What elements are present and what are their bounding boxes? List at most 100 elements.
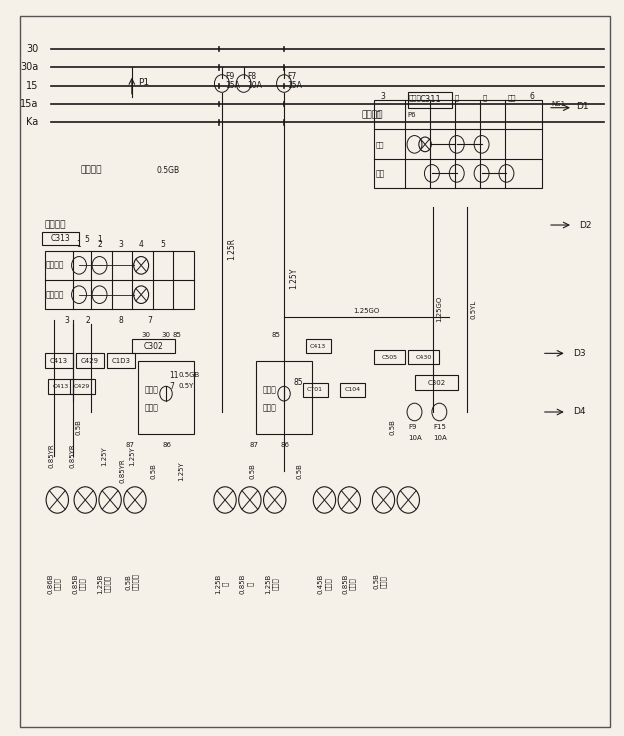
Text: 大灯: 大灯	[508, 95, 516, 102]
Bar	[414, 375, 458, 390]
Text: 7: 7	[147, 316, 152, 325]
Text: 0.5B
右小灯: 0.5B 右小灯	[374, 573, 387, 590]
Text: C302: C302	[427, 380, 446, 386]
Text: D1: D1	[576, 102, 588, 110]
Text: C104: C104	[344, 387, 361, 392]
Text: 0.45B
灯小灯: 0.45B 灯小灯	[318, 573, 331, 593]
Text: 87: 87	[250, 442, 259, 448]
Text: 后雾灯: 后雾灯	[144, 386, 158, 394]
Text: F9: F9	[225, 71, 234, 81]
Text: NS1: NS1	[551, 101, 565, 107]
Text: 1: 1	[77, 241, 81, 250]
Text: 0.86B
灯泡灯: 0.86B 灯泡灯	[47, 573, 61, 594]
Bar	[76, 353, 104, 368]
Text: D3: D3	[573, 349, 585, 358]
Text: 继电器: 继电器	[144, 404, 158, 413]
Text: 后雾灯开: 后雾灯开	[46, 290, 65, 299]
Text: 1.25R: 1.25R	[227, 238, 236, 260]
Text: 继电器: 继电器	[262, 404, 276, 413]
Text: F15: F15	[433, 424, 446, 430]
Text: 86: 86	[281, 442, 290, 448]
Bar	[256, 361, 312, 434]
Text: C413: C413	[310, 344, 326, 349]
Text: 3: 3	[381, 92, 385, 102]
Text: 0.85YR: 0.85YR	[70, 444, 76, 468]
Text: 1.25Y: 1.25Y	[101, 446, 107, 466]
Text: 2: 2	[85, 316, 90, 325]
Text: 0.5B: 0.5B	[150, 463, 157, 478]
Text: 1: 1	[98, 236, 102, 244]
Text: C302: C302	[144, 342, 163, 350]
Text: 10A: 10A	[433, 435, 447, 441]
Text: C429: C429	[74, 384, 90, 389]
Bar	[408, 91, 452, 107]
Text: 15: 15	[26, 81, 39, 91]
Bar	[107, 353, 135, 368]
Text: 30: 30	[162, 332, 171, 338]
Text: C311: C311	[419, 95, 441, 104]
Text: 电: 电	[455, 95, 459, 102]
Text: C413: C413	[52, 384, 69, 389]
Text: 小灯: 小灯	[376, 141, 384, 148]
Text: D2: D2	[579, 221, 592, 230]
Bar	[340, 383, 365, 397]
Text: 5: 5	[84, 236, 89, 244]
Text: 85: 85	[271, 332, 281, 338]
Text: 30: 30	[26, 44, 39, 54]
Text: CT01: CT01	[307, 387, 323, 392]
Text: 5: 5	[160, 241, 165, 250]
Text: 30: 30	[141, 332, 150, 338]
Text: 0.85B
灯: 0.85B 灯	[240, 573, 253, 594]
Text: 15A: 15A	[225, 81, 240, 91]
Bar	[408, 350, 439, 364]
Bar	[374, 350, 405, 364]
Text: 0.5B: 0.5B	[389, 419, 396, 434]
Text: 0.85B
灯小灯: 0.85B 灯小灯	[343, 573, 356, 594]
Text: 10A: 10A	[408, 435, 422, 441]
Text: 0.5YL: 0.5YL	[470, 300, 476, 319]
Text: 30a: 30a	[21, 63, 39, 72]
Text: 0.5B
右前雾灯: 0.5B 右前雾灯	[125, 573, 139, 590]
Text: 4: 4	[139, 241, 144, 250]
Text: C1D3: C1D3	[112, 358, 130, 364]
Text: F9: F9	[408, 424, 417, 430]
Text: 86: 86	[163, 442, 172, 448]
Text: 1.25Y: 1.25Y	[178, 461, 185, 481]
Bar	[303, 383, 328, 397]
Text: 85: 85	[293, 378, 303, 387]
Text: 15A: 15A	[287, 81, 302, 91]
Text: P6: P6	[407, 113, 416, 118]
Bar	[138, 361, 194, 434]
Text: C313: C313	[51, 234, 71, 243]
Text: F8: F8	[246, 71, 256, 81]
Text: D4: D4	[573, 408, 585, 417]
Text: 0.85YR: 0.85YR	[48, 444, 54, 468]
Bar	[306, 339, 331, 353]
Text: 0.5GB: 0.5GB	[157, 166, 180, 174]
Text: 1.25B
左前雾灯: 1.25B 左前雾灯	[97, 573, 110, 593]
Text: 大灯开关: 大灯开关	[362, 110, 383, 119]
Text: 0.5B: 0.5B	[76, 419, 82, 434]
Text: 1.25GO: 1.25GO	[436, 296, 442, 322]
Text: Ka: Ka	[26, 117, 39, 127]
Text: 8: 8	[118, 316, 123, 325]
Text: 3: 3	[118, 241, 123, 250]
Text: 3: 3	[65, 316, 70, 325]
Text: 11: 11	[169, 371, 178, 380]
Text: C430: C430	[416, 355, 432, 359]
Text: P1: P1	[138, 77, 149, 87]
Text: 85: 85	[172, 332, 181, 338]
Text: 1.25Y: 1.25Y	[289, 267, 298, 289]
Text: 前雾灯开: 前雾灯开	[46, 261, 65, 270]
Bar	[132, 339, 175, 353]
Text: 大灯: 大灯	[376, 169, 384, 178]
Text: 1.25GO: 1.25GO	[353, 308, 379, 314]
Text: 0.85B
灯泡灯: 0.85B 灯泡灯	[72, 573, 86, 594]
Text: 关: 关	[376, 111, 380, 120]
Text: 前雾灯: 前雾灯	[262, 386, 276, 394]
Bar	[42, 232, 79, 245]
Text: 1.25B
后雾灯: 1.25B 后雾灯	[265, 573, 278, 593]
Text: 0.5Y: 0.5Y	[178, 383, 194, 389]
Text: 雾灯开关: 雾灯开关	[45, 221, 66, 230]
Text: 电: 电	[483, 95, 487, 102]
